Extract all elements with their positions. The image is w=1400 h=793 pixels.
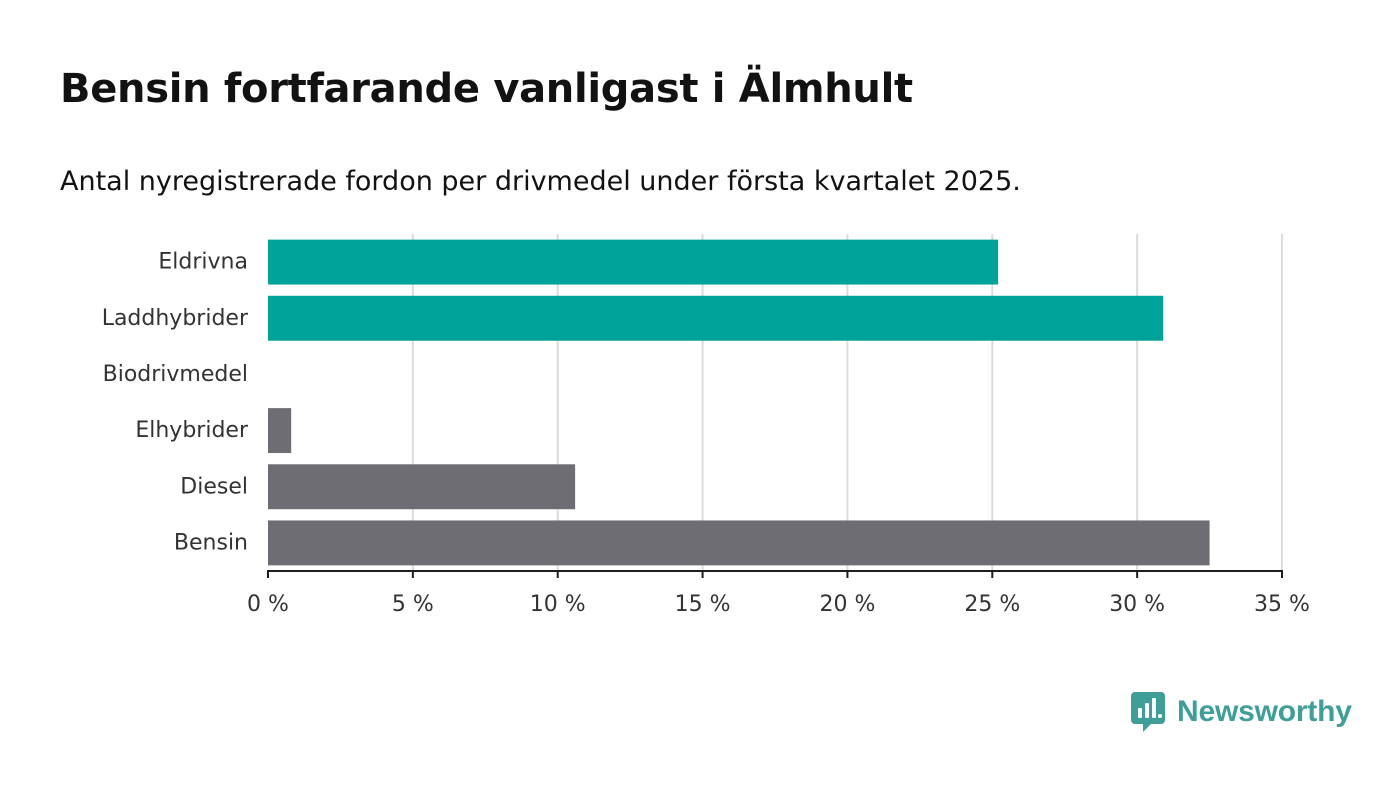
x-tick-label: 15 % <box>675 592 731 617</box>
category-label: Bensin <box>174 530 248 555</box>
brand-name: Newsworthy <box>1177 695 1352 728</box>
x-tick-label: 10 % <box>530 592 586 617</box>
bar-eldrivna <box>268 239 999 285</box>
category-label: Biodrivmedel <box>103 362 248 387</box>
category-label: Laddhybrider <box>102 306 249 331</box>
x-tick-label: 35 % <box>1254 592 1310 617</box>
category-label: Eldrivna <box>158 250 248 275</box>
x-tick-label: 25 % <box>964 592 1020 617</box>
bars <box>268 239 1210 566</box>
x-axis: 0 % 5 % 10 % 15 % 20 % 25 % 30 % 35 % <box>247 570 1310 617</box>
category-label: Diesel <box>180 474 248 499</box>
chart-subtitle: Antal nyregistrerade fordon per drivmede… <box>60 166 1021 197</box>
x-tick-label: 5 % <box>392 592 434 617</box>
x-tick-label: 30 % <box>1109 592 1165 617</box>
newsworthy-brand: Newsworthy <box>1131 690 1352 734</box>
bar-bensin <box>268 520 1210 566</box>
newsworthy-logo-icon <box>1131 692 1165 732</box>
chart-title: Bensin fortfarande vanligast i Älmhult <box>60 66 913 112</box>
category-label: Elhybrider <box>135 418 249 443</box>
bar-laddhybrider <box>268 295 1164 341</box>
bar-elhybrider <box>268 408 292 454</box>
category-labels: Eldrivna Laddhybrider Biodrivmedel Elhybrid… <box>102 250 249 556</box>
bar-diesel <box>268 464 576 510</box>
x-tick-label: 20 % <box>819 592 875 617</box>
grid-lines <box>411 234 1283 571</box>
x-tick-label: 0 % <box>247 592 289 617</box>
